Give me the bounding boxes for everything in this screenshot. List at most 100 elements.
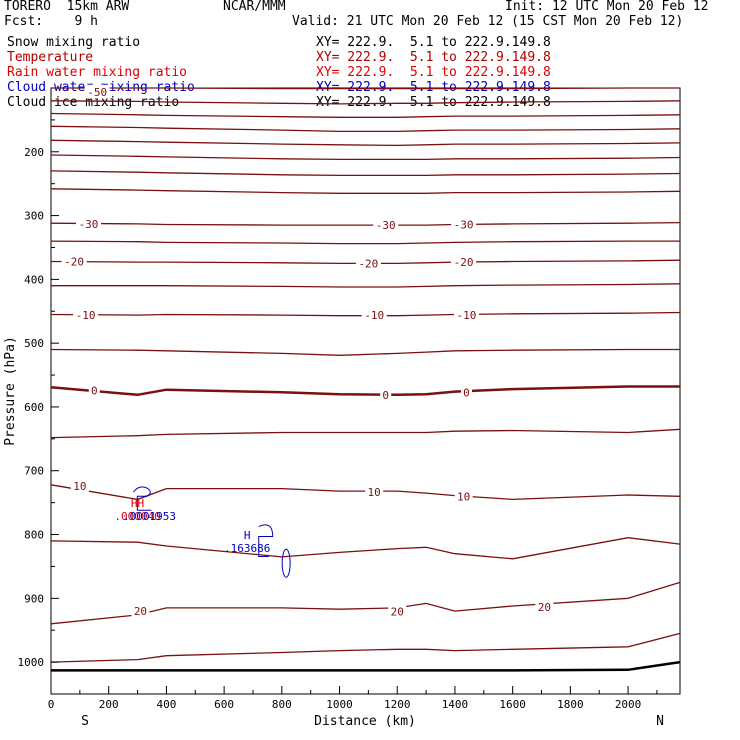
south-endpoint: S	[81, 714, 89, 729]
contour-label-bg	[355, 256, 381, 270]
contour-label: -30	[79, 218, 99, 231]
init-time: Init: 12 UTC Mon 20 Feb 12	[505, 0, 709, 14]
contour-label: 0	[91, 384, 98, 397]
contour-label-bg	[365, 484, 384, 498]
ground-surface-line	[51, 660, 681, 672]
y-tick-label: 500	[24, 337, 44, 350]
contour-label: 20	[134, 605, 147, 618]
isotherm-line	[50, 221, 681, 226]
contour-label-bg	[70, 479, 89, 493]
isotherm-line	[51, 87, 680, 90]
north-endpoint: N	[656, 714, 664, 729]
contour-label: -10	[457, 309, 477, 322]
contour-label-bg	[361, 308, 387, 322]
contour-label: -20	[358, 257, 378, 270]
x-tick-label: 400	[156, 698, 176, 711]
y-tick-label: 300	[24, 210, 44, 223]
isotherm-line	[50, 311, 681, 317]
isotherm-line	[50, 112, 681, 118]
org-label: NCAR/MMM	[223, 0, 286, 14]
field-xy-snow: XY= 222.9. 5.1 to 222.9.149.8	[316, 35, 551, 50]
maximum-value-label: .163686	[224, 542, 270, 555]
contour-label: -20	[454, 256, 474, 269]
isotherm-line	[50, 537, 681, 560]
x-tick-label: 2000	[615, 698, 642, 711]
model-title: TORERO 15km ARW	[4, 0, 130, 14]
contour-label: 10	[457, 490, 470, 503]
contour-label-bg	[373, 218, 399, 232]
contour-label: -10	[76, 309, 96, 322]
y-tick-label: 400	[24, 273, 44, 286]
y-axis-title: Pressure (hPa)	[3, 336, 18, 446]
y-tick-label: 200	[24, 146, 44, 159]
contour-label: -10	[364, 309, 384, 322]
x-tick-label: 0	[48, 698, 55, 711]
contour-label: -20	[64, 256, 84, 269]
y-tick-label: 1000	[18, 656, 45, 669]
field-name-cloud-ice: Cloud ice mixing ratio	[7, 95, 180, 110]
contour-label-bg	[88, 383, 100, 397]
contour-label: 10	[73, 480, 86, 493]
contour-label: -30	[454, 219, 474, 232]
cloud-contour	[281, 548, 291, 578]
field-name-temperature: Temperature	[7, 50, 94, 65]
x-axis-title: Distance (km)	[314, 714, 416, 729]
isotherm-line	[50, 484, 681, 501]
y-tick-label: 700	[24, 465, 44, 478]
contour-label-bg	[388, 604, 407, 618]
contour-label-bg	[454, 489, 473, 503]
contour-label-bg	[451, 255, 477, 269]
contour-label-bg	[380, 387, 392, 401]
x-tick-label: 200	[99, 698, 119, 711]
valid-time: Valid: 21 UTC Mon 20 Feb 12 (15 CST Mon …	[292, 14, 684, 29]
maximum-value-label-secondary: .0001953	[123, 510, 176, 523]
contour-label-bg	[460, 385, 472, 399]
y-tick-label: 600	[24, 401, 44, 414]
contour-label: -30	[376, 219, 396, 232]
isotherm-line	[50, 385, 680, 397]
contour-label-bg	[76, 216, 102, 230]
contour-label-bg	[453, 308, 479, 322]
contour-label-bg	[84, 84, 110, 98]
cloud-contour	[258, 524, 274, 558]
x-tick-label: 1200	[384, 698, 411, 711]
x-tick-label: 1800	[557, 698, 584, 711]
x-tick-label: 1400	[442, 698, 469, 711]
plot-frame	[50, 87, 681, 695]
isotherm-line	[50, 170, 681, 177]
contour-label-bg	[131, 604, 150, 618]
isotherm-line	[50, 154, 681, 161]
isotherm-line	[50, 259, 681, 265]
y-tick-label: 800	[24, 529, 44, 542]
isotherm-line	[50, 428, 681, 439]
x-tick-label: 1600	[499, 698, 526, 711]
maximum-value-label: .000040	[114, 510, 160, 523]
contour-label: 10	[368, 486, 381, 499]
y-tick-label: 900	[24, 592, 44, 605]
isotherm-line	[50, 240, 680, 245]
contour-label: 20	[391, 606, 404, 619]
field-xy-rain: XY= 222.9. 5.1 to 222.9.149.8	[316, 65, 551, 80]
x-tick-label: 600	[214, 698, 234, 711]
isotherm-line	[50, 100, 681, 105]
field-xy-temperature: XY= 222.9. 5.1 to 222.9.149.8	[316, 50, 551, 65]
contour-label-bg	[451, 217, 477, 231]
isotherm-line	[50, 632, 681, 663]
isotherm-line	[51, 283, 681, 288]
field-name-snow: Snow mixing ratio	[7, 35, 141, 50]
contour-label: 20	[538, 601, 551, 614]
cloud-contour	[132, 486, 152, 511]
isotherm-line	[50, 139, 681, 147]
contour-label-bg	[73, 308, 99, 322]
contour-label: 0	[382, 389, 389, 402]
x-tick-label: 1000	[326, 698, 353, 711]
contour-label-bg	[61, 254, 87, 268]
isotherm-line	[50, 348, 680, 356]
maximum-marker-label: H	[244, 529, 251, 542]
field-name-rain: Rain water mixing ratio	[7, 65, 188, 80]
forecast-hour: Fcst: 9 h	[4, 14, 98, 29]
isotherm-line	[50, 125, 681, 133]
contour-label: -50	[87, 86, 107, 99]
x-tick-label: 800	[272, 698, 292, 711]
